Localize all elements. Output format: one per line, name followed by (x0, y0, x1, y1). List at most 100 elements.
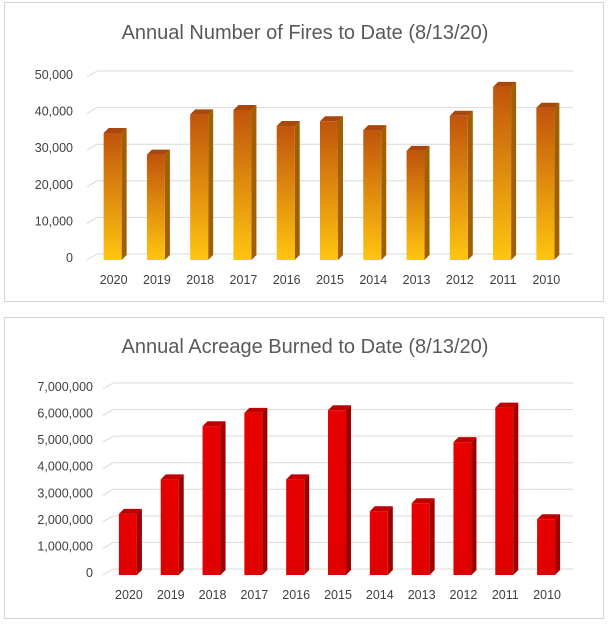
fires-bar-side (294, 121, 300, 260)
fires-y-tick-label: 10,000 (35, 214, 73, 228)
acreage-bar-chart: Annual Acreage Burned to Date (8/13/20) … (37, 336, 573, 602)
fires-bar-chart: Annual Number of Fires to Date (8/13/20)… (35, 22, 573, 287)
acres-bar (160, 474, 184, 575)
fires-gridline-depth (86, 143, 98, 151)
acres-bar (537, 514, 561, 575)
acreage-chart-title: Annual Acreage Burned to Date (8/13/20) (122, 336, 489, 358)
acres-x-tick-label: 2012 (450, 588, 478, 602)
acres-bar-cap (244, 407, 268, 413)
fires-bar-side (554, 102, 560, 260)
fires-bar-side (511, 81, 517, 260)
acres-gridline-depth (102, 541, 114, 549)
acres-bar-front (537, 519, 556, 575)
acres-gridline-depth (102, 382, 114, 390)
fires-bar (363, 125, 387, 260)
acres-x-tick-label: 2019 (157, 588, 185, 602)
acres-bar (286, 474, 310, 575)
acres-bar (118, 508, 142, 575)
acres-bar-side (513, 402, 519, 575)
fires-x-tick-label: 2017 (230, 273, 258, 287)
acres-x-tick-label: 2010 (533, 588, 561, 602)
acres-gridline-depth (102, 515, 114, 523)
fires-bar (493, 81, 517, 260)
fires-gridline-depth (86, 253, 98, 261)
fires-bar-side (208, 109, 214, 260)
fires-bar-cap (363, 125, 387, 131)
acres-bar-side (346, 405, 351, 575)
acres-y-tick-label: 2,000,000 (37, 513, 93, 527)
acres-bar (495, 402, 519, 575)
fires-bar (536, 102, 560, 260)
fires-bar-cap (103, 127, 127, 133)
fires-bar-front (276, 126, 295, 260)
acres-bar (202, 421, 226, 575)
acres-bar-side (220, 421, 226, 575)
acres-bar-front (495, 407, 514, 575)
fires-y-tick-label: 40,000 (35, 105, 73, 119)
acres-bar (369, 506, 393, 575)
fires-y-tick-label: 20,000 (35, 178, 73, 192)
acres-bar-cap (537, 514, 561, 520)
fires-gridline-depth (86, 70, 98, 78)
acres-y-tick-label: 4,000,000 (37, 460, 93, 474)
fires-x-tick-label: 2014 (359, 273, 387, 287)
acres-bar-side (429, 498, 435, 575)
acres-y-tick-label: 1,000,000 (37, 539, 93, 553)
acres-bar-side (304, 474, 310, 575)
acres-bar-cap (328, 405, 351, 411)
acres-bar-front (453, 442, 472, 575)
fires-gridline-depth (86, 180, 98, 188)
fires-bar-front (363, 130, 382, 260)
acres-gridline-depth (102, 462, 114, 470)
acres-x-tick-label: 2017 (240, 588, 268, 602)
acres-gridline-depth (102, 409, 114, 417)
acres-bar-cap (160, 474, 184, 480)
acres-bar-front (160, 479, 179, 575)
fires-bar (103, 127, 127, 260)
acres-bar (453, 437, 477, 575)
fires-bar-cap (146, 149, 170, 155)
acres-y-tick-label: 7,000,000 (37, 380, 93, 394)
fires-x-tick-label: 2020 (100, 273, 128, 287)
fires-bar-front (233, 109, 252, 260)
acres-x-tick-label: 2020 (115, 588, 143, 602)
fires-bar (233, 104, 257, 260)
fires-bar-front (146, 154, 165, 260)
fires-bar-cap (536, 102, 560, 108)
fires-chart-title: Annual Number of Fires to Date (8/13/20) (122, 22, 489, 44)
fires-bar-cap (493, 81, 517, 87)
fires-bar-side (164, 149, 170, 260)
fires-bar-front (406, 150, 425, 260)
acres-bar (328, 405, 351, 575)
fires-bar-side (467, 110, 473, 261)
fires-bar-cap (320, 116, 343, 122)
acres-bar-cap (495, 402, 519, 408)
fires-gridline-depth (86, 107, 98, 115)
fires-bar-side (251, 104, 257, 260)
acres-bar-front (244, 412, 263, 575)
acres-x-tick-label: 2016 (282, 588, 310, 602)
fires-bar-front (536, 107, 555, 260)
fires-bar-front (103, 132, 122, 260)
acres-x-tick-label: 2013 (408, 588, 436, 602)
fires-y-tick-label: 50,000 (35, 68, 73, 82)
fires-bar (146, 149, 170, 260)
fires-chart-panel: Annual Number of Fires to Date (8/13/20)… (4, 2, 604, 302)
fires-bar (449, 110, 473, 261)
acres-bar (244, 407, 268, 575)
fires-x-tick-label: 2019 (143, 273, 171, 287)
fires-x-tick-label: 2011 (490, 273, 517, 287)
acres-bar-front (118, 513, 137, 575)
acres-x-tick-label: 2018 (199, 588, 227, 602)
acres-bar-front (286, 479, 305, 575)
acres-bar-front (202, 426, 221, 575)
fires-bar-front (449, 115, 468, 261)
fires-bar-cap (406, 145, 430, 151)
acres-bar-cap (453, 437, 477, 443)
fires-bar-front (190, 114, 209, 260)
fires-bar-cap (276, 121, 300, 127)
acres-bar-cap (118, 508, 142, 514)
acres-gridline-depth (102, 435, 114, 443)
acres-x-tick-label: 2015 (324, 588, 352, 602)
fires-y-tick-label: 30,000 (35, 141, 73, 155)
